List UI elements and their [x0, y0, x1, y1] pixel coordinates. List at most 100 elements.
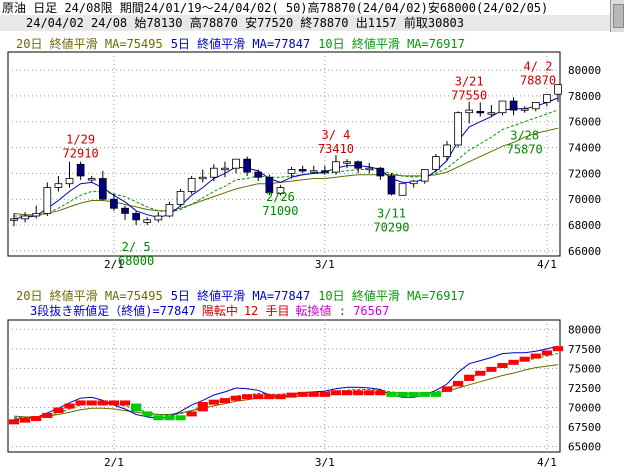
break-block [264, 394, 275, 400]
price-annotation: 72910 [63, 147, 99, 161]
top-x-tick: 4/1 [537, 258, 557, 271]
candle-body [298, 169, 307, 172]
break-block [119, 400, 131, 406]
top-ma-line [14, 109, 559, 217]
candle-body [265, 176, 274, 194]
break-block [64, 403, 75, 409]
legend-ma20: 20日 終値平滑 MA=75495 [16, 37, 163, 51]
break-block [308, 391, 319, 397]
candle-body [21, 215, 29, 220]
candle-body [454, 112, 462, 146]
break-block [97, 400, 108, 406]
price-annotation: 3/28 [510, 128, 539, 142]
break-block [364, 390, 375, 396]
candle-body [309, 170, 318, 173]
candle-body [43, 187, 52, 214]
candle-body [321, 170, 329, 173]
break-block [419, 391, 430, 397]
candle-body [432, 156, 440, 170]
price-annotation: 4/ 2 [524, 60, 553, 74]
candle-body [554, 84, 562, 95]
break-block [197, 402, 208, 412]
break-block [275, 394, 286, 400]
price-annotation: 2/ 5 [122, 240, 151, 254]
break-block [353, 390, 364, 396]
candle-body [198, 176, 207, 180]
break-block [175, 415, 186, 421]
break-block [508, 359, 519, 365]
legend-ma10: 10日 終値平滑 MA=76917 [318, 289, 465, 303]
candle-body [54, 183, 63, 188]
top-y-tick: 78000 [568, 90, 601, 103]
break-block [86, 400, 97, 406]
scroll-thumb[interactable] [613, 4, 624, 28]
break-block [186, 411, 197, 417]
break-block [31, 416, 42, 422]
break-block [8, 419, 20, 425]
bottom-y-tick: 77500 [568, 343, 601, 356]
candle-body [165, 203, 174, 217]
candle-body [487, 112, 496, 115]
chart-title: 原油 日足 24/08限 期間24/01/19～24/04/02( 50)高78… [2, 1, 549, 15]
break-block [131, 403, 142, 412]
break-block [230, 395, 242, 401]
break-block [53, 407, 64, 413]
legend-ma20: 20日 終値平滑 MA=75495 [16, 289, 163, 303]
bottom-y-tick: 80000 [568, 323, 601, 336]
candle-body [276, 187, 285, 194]
price-annotation: 73410 [318, 142, 354, 156]
break-block [330, 390, 342, 396]
top-y-tick: 80000 [568, 64, 601, 77]
bottom-ma-line [14, 353, 559, 419]
reversal-value: 転換値 : 76567 [295, 304, 390, 318]
bottom-ma-line [13, 364, 559, 418]
price-annotation: 71090 [262, 204, 298, 218]
price-annotation: 68000 [118, 254, 154, 268]
break-block [464, 374, 475, 381]
three-line-break-label: 3段抜き新値足（終値)=77847 [30, 304, 196, 318]
break-block [319, 391, 330, 397]
candle-body [476, 110, 485, 114]
break-block [541, 350, 553, 356]
candle-body [10, 218, 18, 221]
break-block [386, 391, 397, 397]
candle-body [332, 161, 340, 173]
bottom-x-tick: 2/1 [104, 456, 124, 469]
top-y-tick: 76000 [568, 116, 601, 129]
break-block [153, 415, 164, 421]
candle-body [409, 180, 418, 185]
price-annotation: 3/11 [377, 206, 406, 220]
break-block [19, 417, 31, 423]
candle-body [132, 212, 140, 221]
break-block [208, 399, 219, 405]
candle-body [465, 109, 474, 114]
break-block [486, 366, 497, 372]
break-block [242, 394, 253, 400]
candle-body [121, 207, 129, 214]
top-x-tick: 3/1 [315, 258, 335, 271]
top-y-tick: 70000 [568, 193, 601, 206]
break-block [475, 370, 486, 376]
break-block [253, 394, 264, 400]
break-block [452, 380, 464, 387]
break-block [142, 411, 153, 417]
break-block [108, 400, 120, 406]
candle-body [343, 161, 351, 164]
legend-ma5: 5日 終値平滑 MA=77847 [170, 289, 311, 303]
candle-body [32, 212, 41, 217]
top-y-tick: 66000 [568, 245, 601, 258]
candle-body [154, 215, 163, 221]
break-block [219, 398, 231, 404]
candle-body [398, 183, 407, 196]
candle-body [254, 171, 263, 178]
candle-body [287, 169, 296, 174]
candle-body [176, 191, 185, 205]
price-annotation: 78870 [520, 74, 556, 88]
scroll-indicator[interactable] [610, 0, 624, 32]
candle-body [98, 178, 107, 200]
top-y-tick: 74000 [568, 142, 601, 155]
top-x-tick: 2/1 [104, 258, 124, 271]
break-block [497, 362, 508, 368]
break-block [375, 390, 386, 396]
